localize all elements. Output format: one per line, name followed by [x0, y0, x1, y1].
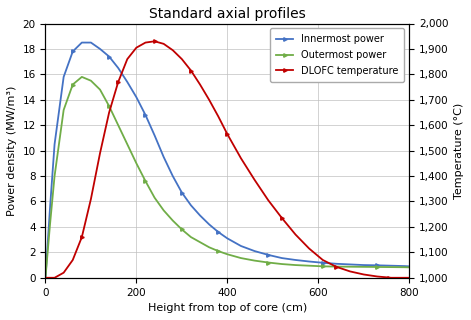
Legend: Innermost power, Outermost power, DLOFC temperature: Innermost power, Outermost power, DLOFC …: [270, 28, 404, 82]
Y-axis label: Power density (MW/m³): Power density (MW/m³): [7, 85, 17, 216]
Y-axis label: Temperature (°C): Temperature (°C): [454, 102, 464, 199]
X-axis label: Height from top of core (cm): Height from top of core (cm): [148, 303, 307, 313]
Title: Standard axial profiles: Standard axial profiles: [149, 7, 306, 21]
